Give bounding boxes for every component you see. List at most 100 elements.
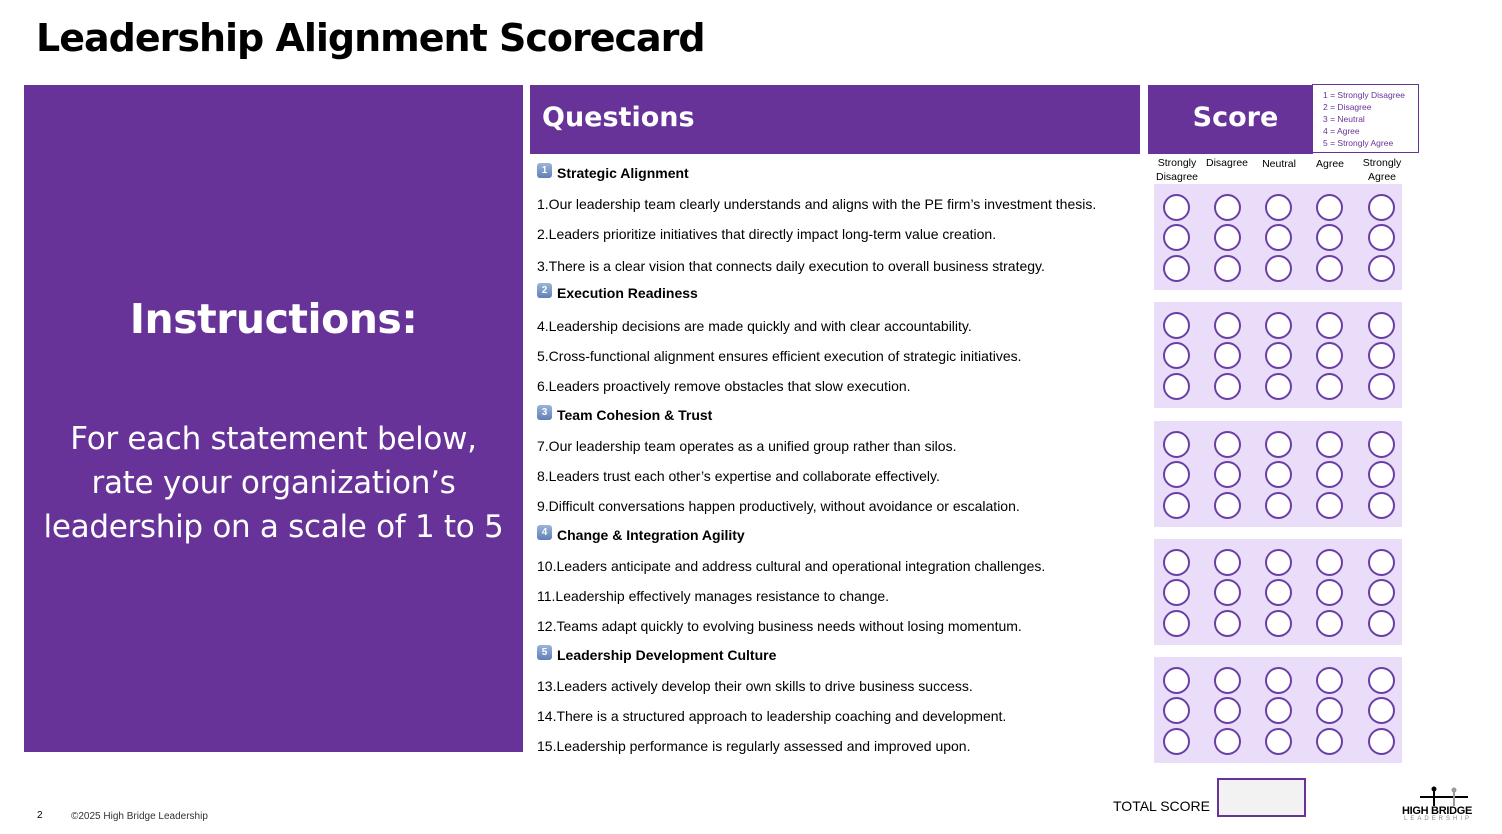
radio-q5-rating-1[interactable] bbox=[1163, 342, 1190, 369]
radio-q9-rating-5[interactable] bbox=[1368, 492, 1395, 519]
radio-q13-rating-5[interactable] bbox=[1368, 667, 1395, 694]
radio-q5-rating-3[interactable] bbox=[1265, 342, 1292, 369]
radio-q3-rating-4[interactable] bbox=[1316, 255, 1343, 282]
radio-q8-rating-4[interactable] bbox=[1316, 461, 1343, 488]
radio-q12-rating-5[interactable] bbox=[1368, 610, 1395, 637]
radio-q10-rating-4[interactable] bbox=[1316, 549, 1343, 576]
section-title-text: Strategic Alignment bbox=[557, 165, 689, 181]
legend-item: 1 = Strongly Disagree bbox=[1323, 90, 1405, 100]
radio-q2-rating-5[interactable] bbox=[1368, 224, 1395, 251]
radio-q14-rating-1[interactable] bbox=[1163, 697, 1190, 724]
radio-q7-rating-1[interactable] bbox=[1163, 431, 1190, 458]
radio-q5-rating-5[interactable] bbox=[1368, 342, 1395, 369]
radio-q3-rating-2[interactable] bbox=[1214, 255, 1241, 282]
copyright-text: ©2025 High Bridge Leadership bbox=[71, 811, 208, 822]
section-title-team-cohesion-trust: 3 Team Cohesion & Trust bbox=[537, 404, 713, 423]
radio-q7-rating-2[interactable] bbox=[1214, 431, 1241, 458]
section-title-text: Team Cohesion & Trust bbox=[557, 407, 713, 423]
radio-q13-rating-4[interactable] bbox=[1316, 667, 1343, 694]
radio-q9-rating-1[interactable] bbox=[1163, 492, 1190, 519]
radio-q12-rating-2[interactable] bbox=[1214, 610, 1241, 637]
radio-q5-rating-4[interactable] bbox=[1316, 342, 1343, 369]
radio-q11-rating-3[interactable] bbox=[1265, 579, 1292, 606]
total-score-field[interactable] bbox=[1217, 778, 1306, 817]
radio-q1-rating-5[interactable] bbox=[1368, 194, 1395, 221]
page-title: Leadership Alignment Scorecard bbox=[36, 16, 706, 60]
radio-q6-rating-2[interactable] bbox=[1214, 373, 1241, 400]
radio-q5-rating-2[interactable] bbox=[1214, 342, 1241, 369]
score-block-team-cohesion-trust bbox=[1154, 421, 1402, 527]
radio-q9-rating-4[interactable] bbox=[1316, 492, 1343, 519]
radio-q4-rating-2[interactable] bbox=[1214, 312, 1241, 339]
radio-q8-rating-1[interactable] bbox=[1163, 461, 1190, 488]
radio-q14-rating-2[interactable] bbox=[1214, 697, 1241, 724]
radio-q2-rating-1[interactable] bbox=[1163, 224, 1190, 251]
radio-q7-rating-5[interactable] bbox=[1368, 431, 1395, 458]
radio-q13-rating-1[interactable] bbox=[1163, 667, 1190, 694]
radio-q6-rating-4[interactable] bbox=[1316, 373, 1343, 400]
radio-q6-rating-3[interactable] bbox=[1265, 373, 1292, 400]
radio-q2-rating-4[interactable] bbox=[1316, 224, 1343, 251]
radio-q12-rating-3[interactable] bbox=[1265, 610, 1292, 637]
radio-q14-rating-3[interactable] bbox=[1265, 697, 1292, 724]
radio-q4-rating-4[interactable] bbox=[1316, 312, 1343, 339]
score-header: Score bbox=[1148, 85, 1313, 154]
radio-q15-rating-3[interactable] bbox=[1265, 728, 1292, 755]
radio-q4-rating-3[interactable] bbox=[1265, 312, 1292, 339]
radio-q15-rating-1[interactable] bbox=[1163, 728, 1190, 755]
radio-q11-rating-4[interactable] bbox=[1316, 579, 1343, 606]
radio-q7-rating-4[interactable] bbox=[1316, 431, 1343, 458]
page-number: 2 bbox=[37, 810, 43, 821]
radio-q2-rating-2[interactable] bbox=[1214, 224, 1241, 251]
radio-q11-rating-2[interactable] bbox=[1214, 579, 1241, 606]
radio-q9-rating-3[interactable] bbox=[1265, 492, 1292, 519]
radio-q12-rating-1[interactable] bbox=[1163, 610, 1190, 637]
question-3: 3.There is a clear vision that connects … bbox=[537, 258, 1045, 274]
column-header-neutral: Neutral bbox=[1262, 158, 1296, 170]
number-4-icon: 4 bbox=[537, 524, 552, 540]
radio-q10-rating-5[interactable] bbox=[1368, 549, 1395, 576]
radio-q4-rating-5[interactable] bbox=[1368, 312, 1395, 339]
section-title-text: Leadership Development Culture bbox=[557, 647, 777, 663]
column-header-agree: Agree bbox=[1315, 158, 1345, 170]
radio-q1-rating-1[interactable] bbox=[1163, 194, 1190, 221]
legend-item: 3 = Neutral bbox=[1323, 114, 1365, 124]
radio-q11-rating-1[interactable] bbox=[1163, 579, 1190, 606]
instructions-body: For each statement below, rate your orga… bbox=[43, 421, 504, 545]
question-6: 6.Leaders proactively remove obstacles t… bbox=[537, 378, 911, 394]
radio-q12-rating-4[interactable] bbox=[1316, 610, 1343, 637]
radio-q1-rating-3[interactable] bbox=[1265, 194, 1292, 221]
radio-q15-rating-2[interactable] bbox=[1214, 728, 1241, 755]
radio-q1-rating-2[interactable] bbox=[1214, 194, 1241, 221]
section-title-leadership-development-culture: 5 Leadership Development Culture bbox=[537, 644, 777, 663]
radio-q14-rating-4[interactable] bbox=[1316, 697, 1343, 724]
radio-q8-rating-2[interactable] bbox=[1214, 461, 1241, 488]
radio-q8-rating-3[interactable] bbox=[1265, 461, 1292, 488]
radio-q1-rating-4[interactable] bbox=[1316, 194, 1343, 221]
radio-q3-rating-1[interactable] bbox=[1163, 255, 1190, 282]
radio-q14-rating-5[interactable] bbox=[1368, 697, 1395, 724]
radio-q6-rating-5[interactable] bbox=[1368, 373, 1395, 400]
radio-q9-rating-2[interactable] bbox=[1214, 492, 1241, 519]
radio-q13-rating-2[interactable] bbox=[1214, 667, 1241, 694]
radio-q4-rating-1[interactable] bbox=[1163, 312, 1190, 339]
score-legend: 1 = Strongly Disagree 2 = Disagree 3 = N… bbox=[1312, 84, 1419, 153]
radio-q10-rating-2[interactable] bbox=[1214, 549, 1241, 576]
radio-q15-rating-4[interactable] bbox=[1316, 728, 1343, 755]
radio-q13-rating-3[interactable] bbox=[1265, 667, 1292, 694]
radio-q11-rating-5[interactable] bbox=[1368, 579, 1395, 606]
radio-q10-rating-1[interactable] bbox=[1163, 549, 1190, 576]
radio-q3-rating-5[interactable] bbox=[1368, 255, 1395, 282]
question-7: 7.Our leadership team operates as a unif… bbox=[537, 438, 957, 454]
radio-q2-rating-3[interactable] bbox=[1265, 224, 1292, 251]
radio-q8-rating-5[interactable] bbox=[1368, 461, 1395, 488]
radio-q15-rating-5[interactable] bbox=[1368, 728, 1395, 755]
radio-q6-rating-1[interactable] bbox=[1163, 373, 1190, 400]
section-title-strategic-alignment: 1 Strategic Alignment bbox=[537, 162, 689, 181]
column-header-strongly-disagree: Strongly Disagree bbox=[1155, 157, 1199, 183]
radio-q3-rating-3[interactable] bbox=[1265, 255, 1292, 282]
number-5-icon: 5 bbox=[537, 644, 552, 660]
score-block-execution-readiness bbox=[1154, 302, 1402, 408]
radio-q7-rating-3[interactable] bbox=[1265, 431, 1292, 458]
radio-q10-rating-3[interactable] bbox=[1265, 549, 1292, 576]
